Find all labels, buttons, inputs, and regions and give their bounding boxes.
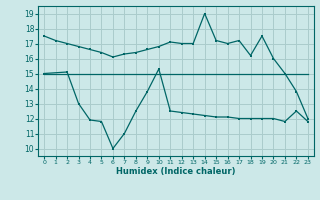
- X-axis label: Humidex (Indice chaleur): Humidex (Indice chaleur): [116, 167, 236, 176]
